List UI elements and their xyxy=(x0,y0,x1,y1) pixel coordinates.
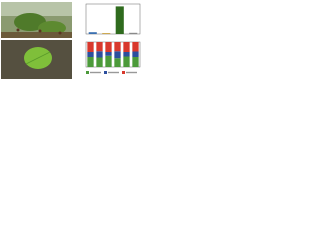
bar-segment xyxy=(114,42,121,52)
bar xyxy=(88,32,97,34)
bar-segment xyxy=(105,55,112,67)
charts xyxy=(85,3,141,74)
bar-segment xyxy=(96,57,103,67)
legend-text-placeholder xyxy=(90,71,101,74)
photo-ants xyxy=(1,2,72,38)
bar xyxy=(115,6,124,35)
bar-segment xyxy=(87,52,94,57)
bar-segment xyxy=(87,57,94,67)
plot-frame xyxy=(85,41,141,68)
bar-segment xyxy=(96,42,103,52)
bar-segment xyxy=(123,52,130,57)
bar-segment xyxy=(87,42,94,52)
bar xyxy=(129,32,138,34)
legend-swatch xyxy=(86,71,89,74)
bar-segment xyxy=(123,56,130,67)
legend-text-placeholder xyxy=(108,71,119,74)
photo-leaf xyxy=(1,40,72,79)
bar-segment xyxy=(105,52,112,56)
bar-segment xyxy=(132,51,139,57)
page: {"chart_data": [ {"type": "bar", "catego… xyxy=(0,0,146,80)
plot-frame xyxy=(85,3,141,35)
legend-text-placeholder xyxy=(126,71,137,74)
bar xyxy=(102,33,111,34)
bar-segment xyxy=(132,42,139,52)
bar-segment xyxy=(114,58,121,67)
bar-segment xyxy=(96,51,103,58)
bar-segment xyxy=(105,42,112,52)
bar-segment xyxy=(114,51,121,59)
legend-swatch xyxy=(122,71,125,74)
bar-segment xyxy=(123,42,130,52)
legend-swatch xyxy=(104,71,107,74)
figure xyxy=(1,2,141,79)
bar-segment xyxy=(132,57,139,67)
